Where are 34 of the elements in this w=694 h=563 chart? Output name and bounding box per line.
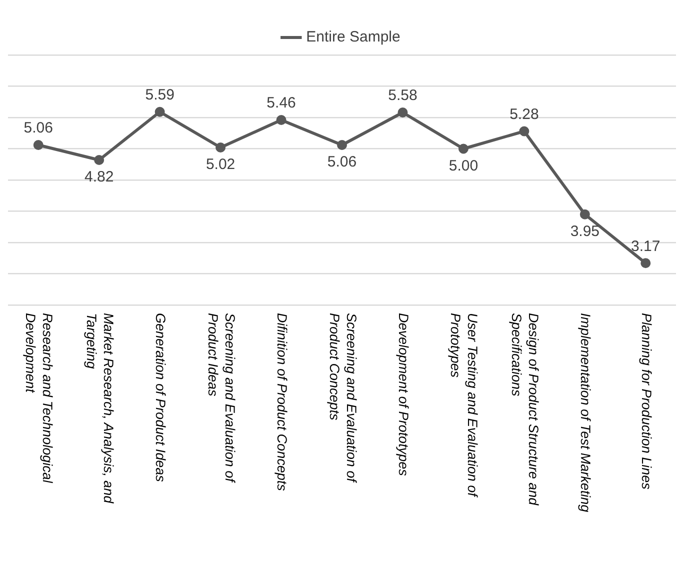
data-label: 4.82	[84, 168, 114, 186]
x-tick-label: User Testing and Evaluation of Prototypes	[448, 313, 480, 498]
data-label: 3.95	[570, 223, 600, 240]
data-label: 5.00	[448, 157, 478, 174]
x-tick-label: Market Research, Analysis, and Targeting	[84, 313, 116, 504]
x-tick-label: Research and Technological Development	[23, 313, 56, 484]
x-tick-label: Planning for Production Lines	[638, 313, 654, 490]
x-tick-label: Screening and Evaluation of Product Ideas	[205, 313, 238, 484]
point	[33, 140, 44, 150]
point	[154, 106, 165, 117]
data-label: 5.58	[388, 87, 418, 104]
data-label: 5.46	[266, 94, 296, 112]
point	[94, 155, 104, 165]
data-label: 5.59	[145, 86, 174, 104]
point	[458, 144, 468, 154]
point	[276, 115, 286, 125]
x-tick-label: Implementation of Test Marketing	[578, 313, 594, 513]
point	[337, 140, 347, 150]
point	[519, 126, 530, 136]
data-label: 3.17	[631, 238, 660, 255]
legend-label: Entire Sample	[306, 28, 400, 46]
point	[398, 108, 408, 118]
data-label: 5.06	[327, 154, 357, 171]
point	[216, 142, 226, 152]
data-label: 5.06	[24, 120, 53, 137]
data-label: 5.28	[510, 106, 539, 123]
data-label: 5.02	[206, 156, 236, 174]
x-tick-label: Design of Product Structure and Specifications	[508, 313, 541, 506]
point	[580, 209, 590, 220]
x-tick-label: Generation of Product Ideas	[153, 313, 168, 482]
x-tick-label: Difinition of Product Concepts	[274, 313, 290, 492]
x-tick-label: Development of Prototypes	[396, 313, 411, 476]
point	[640, 258, 651, 268]
x-tick-label: Screening and Evaluation of Product Concepts	[326, 313, 359, 484]
